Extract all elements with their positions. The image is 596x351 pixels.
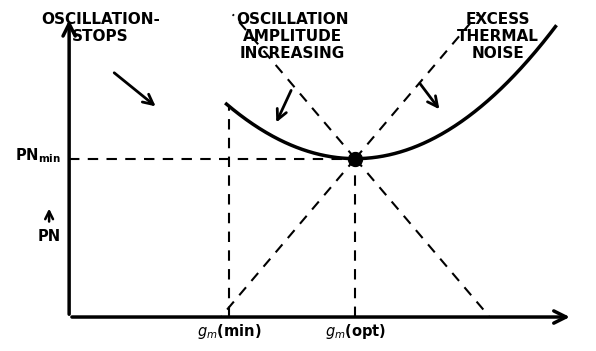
- Text: $\mathbf{PN_{min}}$: $\mathbf{PN_{min}}$: [15, 146, 61, 165]
- Text: $g_m$(min): $g_m$(min): [197, 322, 262, 341]
- Text: OSCILLATION
AMPLITUDE
INCREASING: OSCILLATION AMPLITUDE INCREASING: [236, 12, 349, 61]
- Text: OSCILLATION-
STOPS: OSCILLATION- STOPS: [41, 12, 160, 44]
- Text: PN: PN: [38, 229, 61, 244]
- Text: $g_m$(opt): $g_m$(opt): [325, 322, 386, 341]
- Text: EXCESS
THERMAL
NOISE: EXCESS THERMAL NOISE: [457, 12, 539, 61]
